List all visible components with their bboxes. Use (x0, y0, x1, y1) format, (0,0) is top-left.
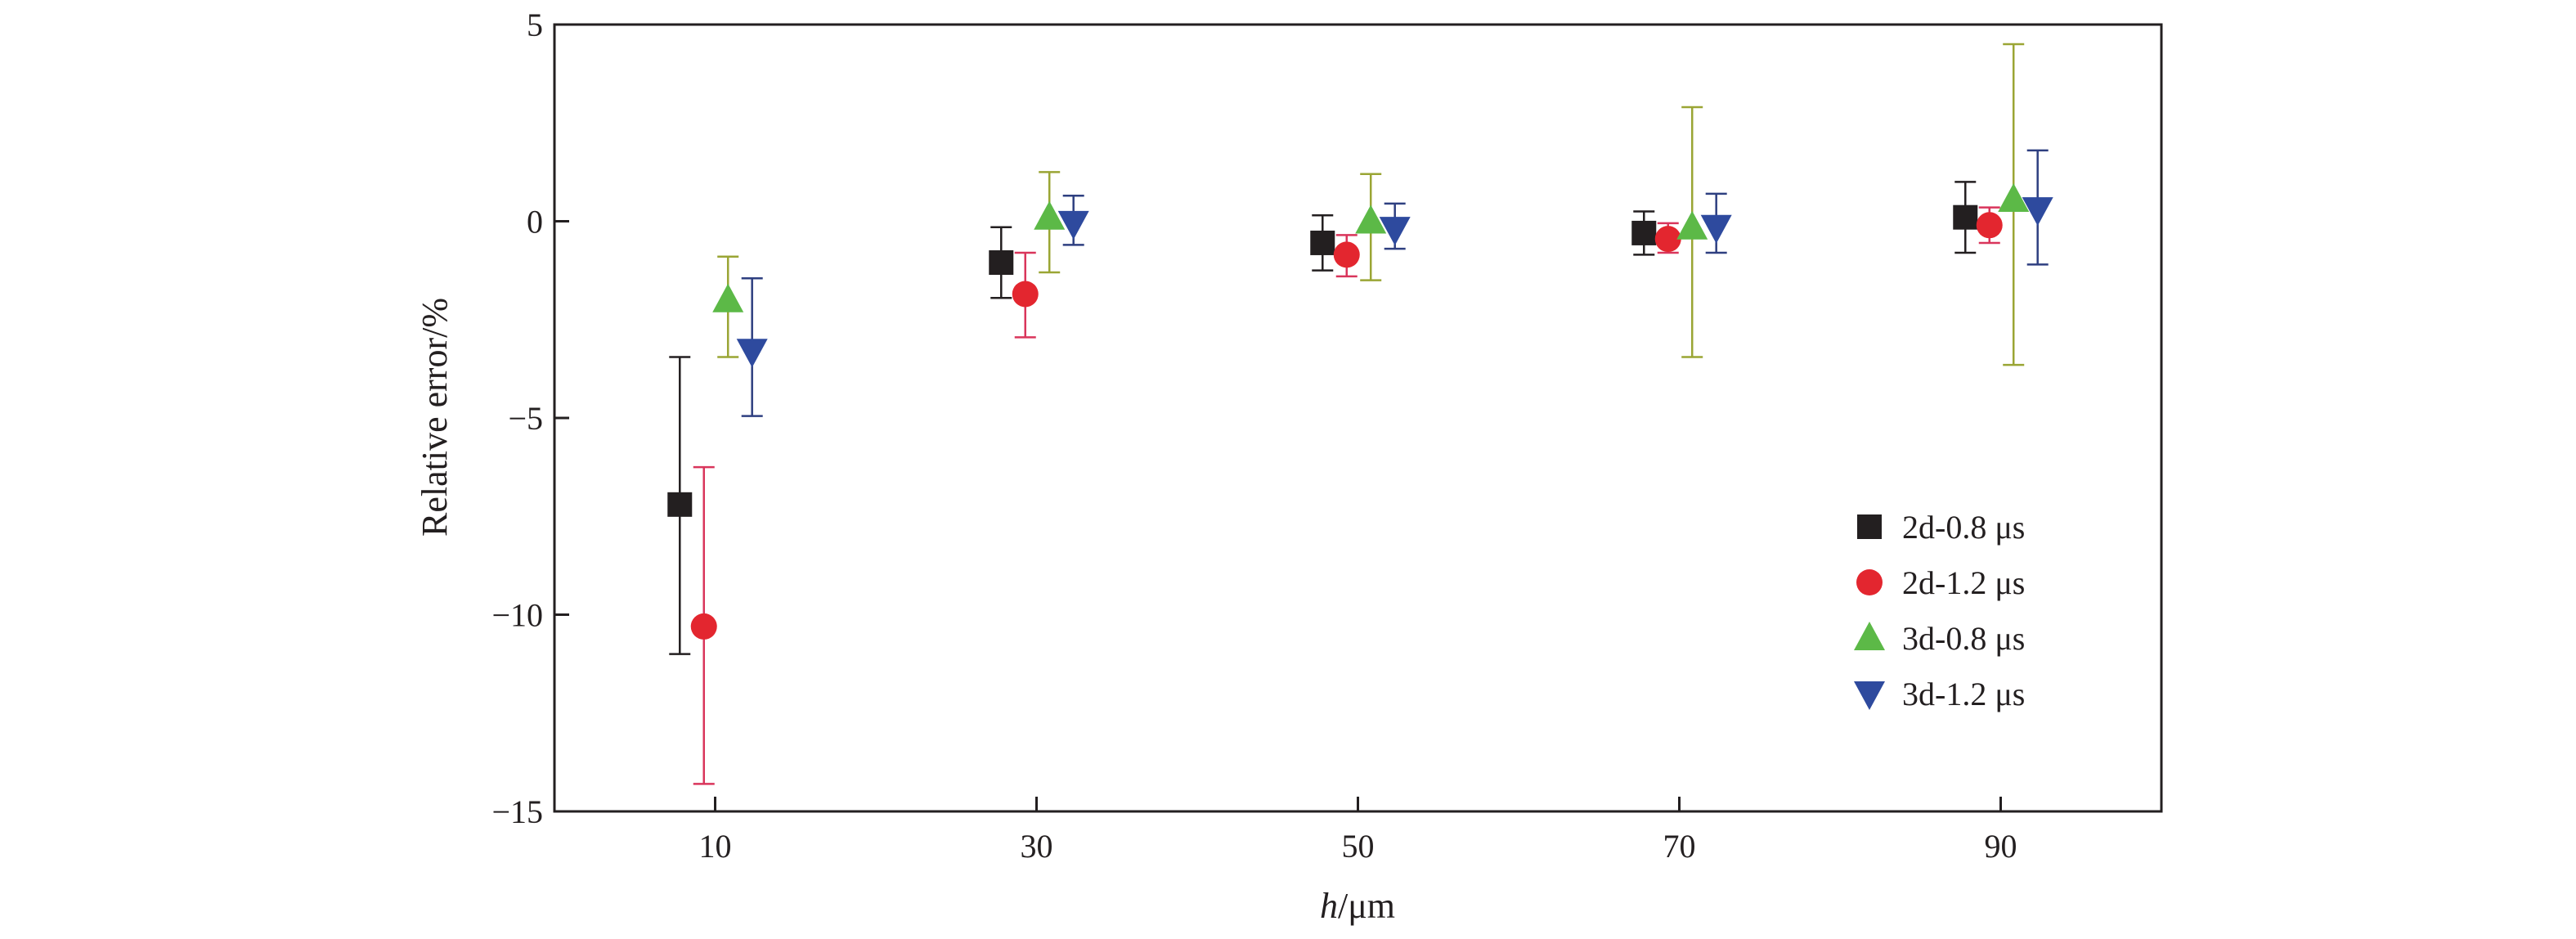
data-point (1057, 210, 1089, 240)
legend-label: 2d-0.8 μs (1902, 509, 2025, 546)
y-tick-label: −5 (508, 400, 543, 437)
data-point (1379, 217, 1411, 246)
data-point (989, 250, 1014, 276)
legend-label: 3d-0.8 μs (1902, 620, 2025, 657)
y-axis-label: Relative error/% (415, 298, 455, 537)
data-point (1034, 200, 1066, 230)
data-point (2022, 197, 2053, 227)
y-tick-label: 0 (527, 204, 543, 240)
legend: 2d-0.8 μs 2d-1.2 μs 3d-0.8 μs 3d-1.2 μs (1854, 509, 2025, 712)
data-point (1333, 241, 1360, 268)
legend-marker (1857, 514, 1882, 539)
x-tick-label: 70 (1663, 828, 1696, 865)
legend-marker (1854, 622, 1885, 650)
data-point (667, 492, 693, 517)
x-axis-label-unit: /μm (1338, 886, 1395, 926)
data-point (1976, 212, 2003, 239)
legend-marker (1854, 681, 1885, 710)
x-axis-label: h/μm (1320, 886, 1395, 926)
legend-marker (1856, 569, 1883, 595)
y-tick-label: −10 (491, 597, 543, 634)
x-tick-label: 30 (1021, 828, 1053, 865)
x-ticks: 10 30 50 70 90 (699, 797, 2017, 865)
error-bars (669, 43, 2049, 785)
data-point (1012, 281, 1039, 308)
data-point (1953, 204, 1978, 230)
x-tick-label: 50 (1342, 828, 1375, 865)
legend-label: 3d-1.2 μs (1902, 676, 2025, 712)
data-point (690, 613, 717, 640)
data-point (1355, 204, 1387, 234)
data-point (1310, 230, 1335, 255)
y-ticks: 5 0 −5 −10 −15 (491, 7, 569, 830)
data-point (712, 283, 744, 312)
y-tick-label: −15 (491, 793, 543, 830)
data-markers (667, 183, 2053, 640)
data-point (1998, 183, 2030, 213)
data-point (736, 339, 768, 368)
legend-label: 2d-1.2 μs (1902, 564, 2025, 601)
data-point (1676, 210, 1708, 240)
data-point (1631, 220, 1657, 245)
data-point (1700, 214, 1732, 244)
x-tick-label: 10 (699, 828, 732, 865)
y-tick-label: 5 (527, 7, 543, 43)
x-axis-label-italic: h (1320, 886, 1338, 926)
x-tick-label: 90 (1985, 828, 2017, 865)
data-point (1654, 226, 1681, 253)
